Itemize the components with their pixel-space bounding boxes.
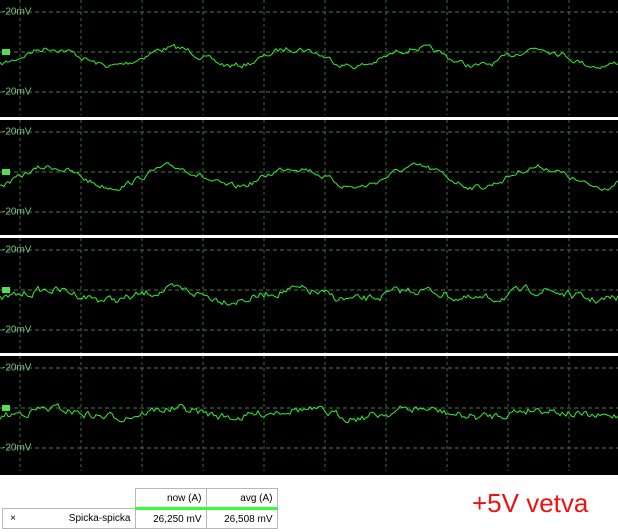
waveform bbox=[0, 43, 618, 70]
scale-label: -20mV bbox=[2, 443, 32, 454]
zero-marker bbox=[2, 169, 10, 175]
separator bbox=[0, 235, 618, 238]
zero-marker bbox=[2, 405, 10, 411]
row: × Spicka-spicka bbox=[2, 508, 136, 529]
separator bbox=[0, 117, 618, 120]
scale-label: -20mV bbox=[2, 363, 32, 374]
zero-marker bbox=[2, 287, 10, 293]
header: avg (A) bbox=[205, 488, 278, 510]
waveform bbox=[0, 402, 618, 424]
cell: Spicka-spicka bbox=[68, 513, 131, 524]
zero-marker bbox=[2, 49, 10, 55]
scale-label: -20mV bbox=[2, 325, 32, 336]
close[interactable]: × bbox=[10, 513, 16, 524]
measure-table: now (A) avg (A) × Spicka-spicka 26,250 mV… bbox=[2, 488, 278, 529]
scale-label: -20mV bbox=[2, 7, 32, 18]
waveform bbox=[0, 282, 618, 306]
header: now (A) bbox=[134, 488, 207, 510]
scale-label: -20mV bbox=[2, 87, 32, 98]
scale-label: -20mV bbox=[2, 207, 32, 218]
waveform bbox=[0, 162, 618, 192]
cell: 26,250 mV bbox=[134, 508, 207, 529]
scope-view: -20mV -20mV -20mV -20mV -20mV -20mV -20mV -20mV bbox=[0, 0, 618, 475]
separator bbox=[0, 353, 618, 356]
scale-label: -20mV bbox=[2, 245, 32, 256]
scale-label: -20mV bbox=[2, 127, 32, 138]
cell: 26,508 mV bbox=[205, 508, 278, 529]
caption: +5V vetva bbox=[472, 488, 589, 518]
